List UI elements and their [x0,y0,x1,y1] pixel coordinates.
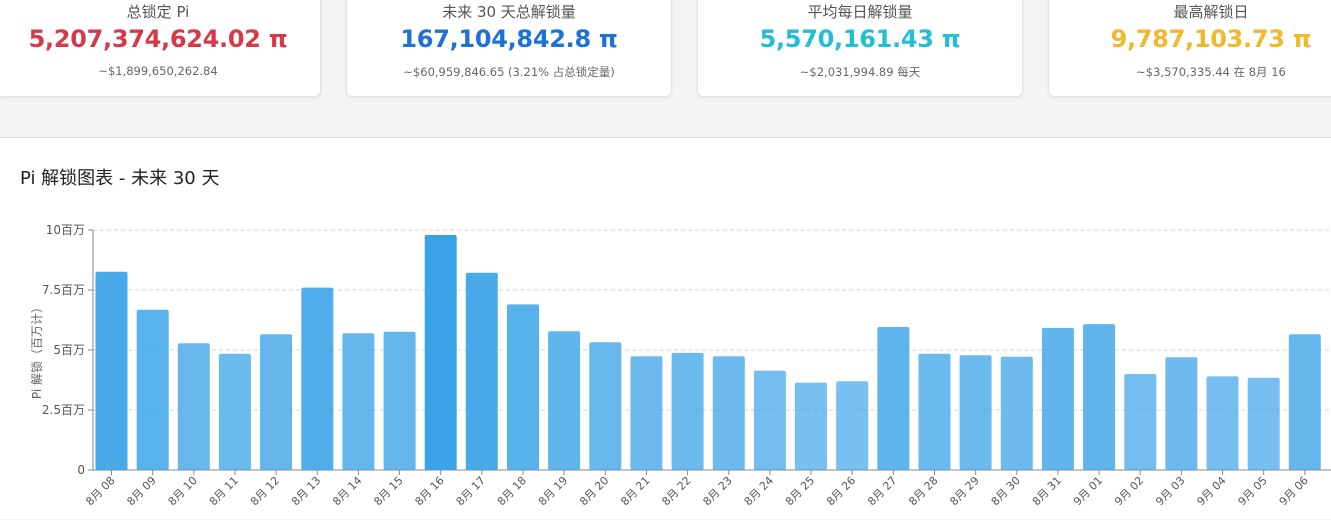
y-axis-title: Pi 解锁（百万计） [29,301,44,399]
stat-card-total-locked: 总锁定 Pi 5,207,374,624.02 π ~$1,899,650,26… [0,0,321,97]
bar-8月-14[interactable] [342,333,375,470]
bar-8月-28[interactable] [918,353,951,470]
stat-label: 最高解锁日 [1173,3,1249,21]
x-tick-label: 9月 05 [1236,474,1270,508]
bar-8月-20[interactable] [589,342,622,470]
x-tick-label: 8月 15 [371,474,405,508]
bar-9月-03[interactable] [1165,357,1198,470]
bar-8月-17[interactable] [465,272,498,470]
x-tick-label: 8月 19 [536,474,570,508]
bar-8月-18[interactable] [507,304,539,470]
x-tick-label: 8月 13 [289,474,323,508]
y-tick-label: 10百万 [46,223,85,237]
x-tick-label: 8月 18 [495,474,529,508]
bar-9月-04[interactable] [1206,376,1239,470]
x-tick-label: 8月 31 [1030,474,1064,508]
bar-8月-24[interactable] [753,370,786,470]
bar-8月-15[interactable] [383,331,416,470]
bar-8月-11[interactable] [218,353,251,470]
bar-8月-31[interactable] [1041,327,1074,470]
bar-8月-26[interactable] [836,381,869,470]
x-tick-label: 8月 22 [659,474,693,508]
stats-row: 总锁定 Pi 5,207,374,624.02 π ~$1,899,650,26… [0,0,1331,138]
x-tick-label: 9月 01 [1071,474,1105,508]
x-tick-label: 8月 09 [124,474,158,508]
x-tick-label: 8月 17 [454,474,488,508]
x-tick-label: 8月 30 [989,474,1023,508]
y-tick-label: 5百万 [53,343,85,357]
x-tick-label: 9月 02 [1112,474,1146,508]
x-tick-label: 8月 16 [413,474,447,508]
chart-title: Pi 解锁图表 - 未来 30 天 [20,168,220,189]
x-tick-label: 8月 12 [248,474,282,508]
bar-8月-30[interactable] [1000,356,1033,470]
bar-8月-13[interactable] [301,287,334,470]
x-tick-label: 9月 06 [1277,474,1311,508]
bar-8月-19[interactable] [548,331,581,470]
bar-9月-02[interactable] [1124,374,1157,470]
chart-panel: Pi 解锁图表 - 未来 30 天 0 2.5百万 5百万 7.5百万 10百万 Pi 解… [0,137,1331,519]
bar-8月-10[interactable] [177,343,210,470]
stat-label: 平均每日解锁量 [807,3,913,21]
stat-sub: ~$2,031,994.89 每天 [799,65,921,79]
x-tick-label: 8月 20 [577,474,611,508]
bar-9月-06[interactable] [1288,334,1321,470]
stat-sub: ~$1,899,650,262.84 [98,64,218,78]
stat-value: 167,104,842.8 π [400,25,618,53]
bar-8月-08[interactable] [95,271,128,470]
bar-8月-27[interactable] [877,327,910,470]
y-tick-label: 0 [77,463,85,477]
x-tick-label: 8月 26 [824,474,858,508]
x-tick-label: 8月 25 [783,474,817,508]
x-tick-label: 8月 24 [742,474,776,508]
stat-value: 5,207,374,624.02 π [28,25,288,53]
bar-8月-25[interactable] [795,382,827,470]
bar-9月-05[interactable] [1247,377,1280,470]
bar-8月-12[interactable] [260,334,293,470]
stat-sub: ~$3,570,335.44 在 8月 16 [1136,65,1286,79]
x-tick-label: 8月 08 [83,474,117,508]
stat-sub: ~$60,959,846.65 (3.21% 占总锁定量) [403,65,615,79]
stat-value: 5,570,161.43 π [759,25,961,53]
stat-card-peak-day: 最高解锁日 9,787,103.73 π ~$3,570,335.44 在 8月… [1048,0,1331,97]
stat-card-daily-average: 平均每日解锁量 5,570,161.43 π ~$2,031,994.89 每天 [697,0,1023,97]
x-tick-label: 9月 03 [1153,474,1187,508]
bar-8月-21[interactable] [630,356,663,470]
bar-9月-01[interactable] [1083,324,1116,470]
stat-label: 未来 30 天总解锁量 [442,3,576,21]
x-tick-label: 8月 21 [618,474,652,508]
bar-8月-23[interactable] [712,356,745,470]
x-tick-label: 8月 14 [330,474,364,508]
x-tick-label: 8月 10 [166,474,200,508]
bar-8月-09[interactable] [136,309,169,470]
x-tick-label: 8月 23 [701,474,735,508]
x-tick-label: 9月 04 [1194,474,1228,508]
bar-8月-16[interactable] [424,235,457,470]
bar-8月-29[interactable] [959,355,992,470]
x-tick-label: 8月 29 [947,474,981,508]
x-tick-label: 8月 27 [865,474,899,508]
y-tick-label: 7.5百万 [42,283,85,297]
stat-label: 总锁定 Pi [126,3,190,21]
x-tick-label: 8月 11 [207,474,241,508]
bar-8月-22[interactable] [671,352,704,470]
stat-card-30day-unlock: 未来 30 天总解锁量 167,104,842.8 π ~$60,959,846… [346,0,672,97]
x-tick-label: 8月 28 [906,474,940,508]
y-tick-label: 2.5百万 [42,403,85,417]
stat-value: 9,787,103.73 π [1110,25,1312,53]
